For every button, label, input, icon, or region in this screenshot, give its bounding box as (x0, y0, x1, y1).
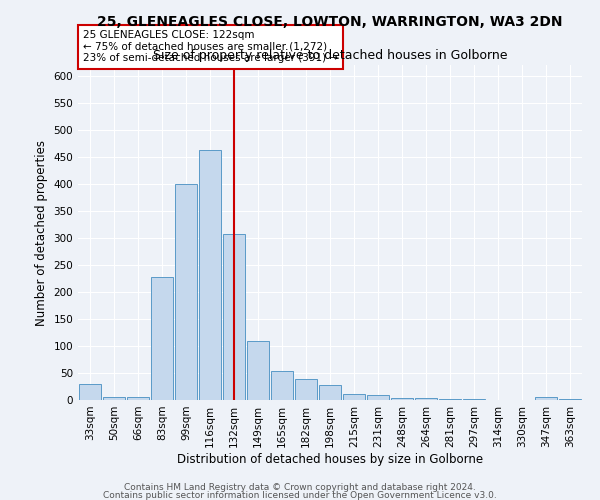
Bar (127, 398, 149, 400)
Text: Contains public sector information licensed under the Open Government Licence v3: Contains public sector information licen… (103, 490, 497, 500)
Bar (391, 398, 413, 400)
Text: 25, GLENEAGLES CLOSE, LOWTON, WARRINGTON, WA3 2DN: 25, GLENEAGLES CLOSE, LOWTON, WARRINGTON… (97, 16, 563, 30)
Bar (271, 372, 293, 400)
Bar (103, 398, 125, 400)
Bar (151, 277, 173, 400)
Bar (367, 394, 389, 400)
Bar (247, 340, 269, 400)
Bar (223, 234, 245, 400)
Text: Contains HM Land Registry data © Crown copyright and database right 2024.: Contains HM Land Registry data © Crown c… (124, 483, 476, 492)
Y-axis label: Number of detached properties: Number of detached properties (35, 140, 48, 326)
Bar (415, 398, 437, 400)
Bar (535, 398, 557, 400)
Text: 25 GLENEAGLES CLOSE: 122sqm
← 75% of detached houses are smaller (1,272)
23% of : 25 GLENEAGLES CLOSE: 122sqm ← 75% of det… (83, 30, 338, 64)
Bar (295, 379, 317, 400)
Bar (79, 384, 101, 400)
Bar (463, 399, 485, 400)
Bar (439, 399, 461, 400)
Bar (559, 399, 581, 400)
X-axis label: Distribution of detached houses by size in Golborne: Distribution of detached houses by size … (177, 452, 483, 466)
Bar (175, 184, 197, 400)
Bar (343, 394, 365, 400)
Bar (199, 150, 221, 400)
Title: Size of property relative to detached houses in Golborne: Size of property relative to detached ho… (153, 50, 507, 62)
Bar (319, 386, 341, 400)
